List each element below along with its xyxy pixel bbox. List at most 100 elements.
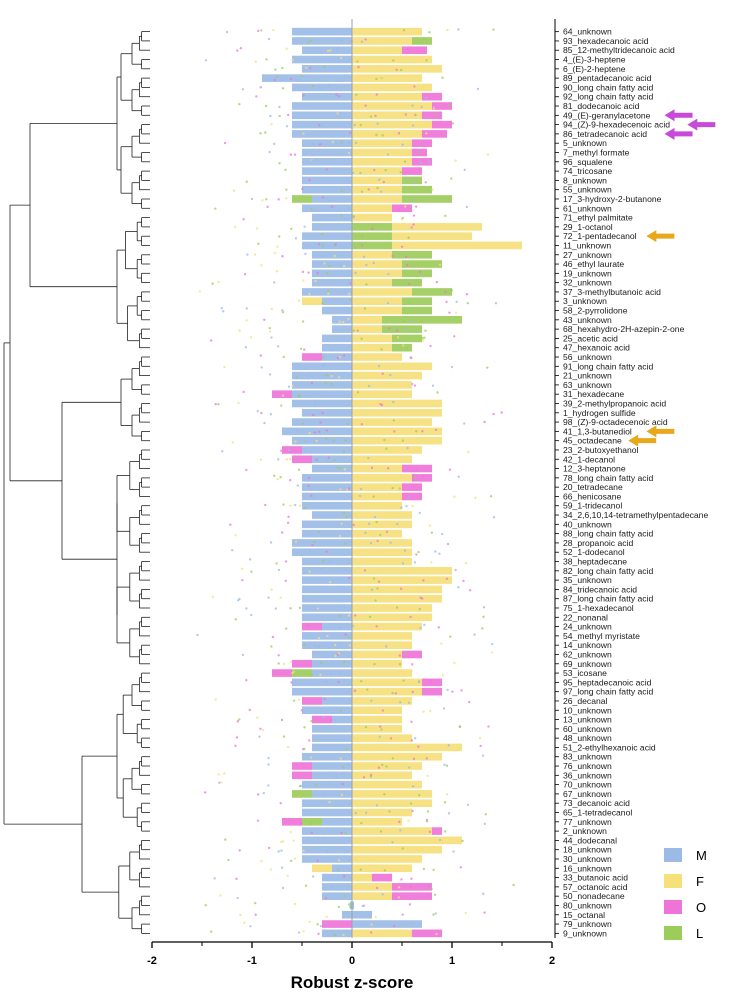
data-point (388, 757, 391, 761)
data-point (375, 625, 378, 628)
data-point (391, 691, 394, 695)
data-point (354, 271, 357, 275)
data-point (379, 77, 383, 80)
data-point (401, 673, 405, 676)
data-point (290, 392, 294, 396)
data-point (267, 784, 270, 787)
data-point (397, 886, 401, 889)
data-point (315, 458, 318, 461)
data-point (404, 651, 408, 655)
data-point (234, 534, 237, 537)
data-point (317, 636, 321, 640)
data-point (279, 596, 282, 599)
data-point (204, 791, 207, 794)
data-point (405, 264, 409, 267)
row-label: 3_unknown (563, 296, 607, 306)
row-label: 44_dodecanal (563, 835, 617, 845)
bar-segment-f (352, 743, 462, 752)
bar-segment-f (352, 446, 422, 454)
data-point (322, 559, 325, 563)
data-point (328, 199, 331, 202)
data-point (331, 140, 334, 144)
bar-segment-f (352, 306, 402, 315)
data-point (315, 159, 318, 162)
data-point (278, 105, 281, 109)
data-point (372, 577, 376, 580)
data-point (404, 113, 408, 116)
data-point (362, 634, 365, 638)
row-label: 71_ethyl palmitate (563, 213, 633, 223)
data-point (486, 366, 489, 369)
bar-segment-m (302, 46, 352, 55)
data-point (443, 801, 447, 804)
data-point (323, 697, 326, 701)
data-point (395, 606, 399, 609)
bar-segment-m (302, 167, 352, 175)
data-point (449, 635, 452, 638)
data-point (373, 168, 376, 172)
data-point (303, 726, 306, 729)
data-point (342, 450, 346, 453)
data-point (318, 123, 321, 127)
bar-segment-f (352, 399, 442, 408)
bar-segment-f (352, 343, 392, 352)
data-point (320, 661, 323, 665)
data-point (363, 569, 367, 572)
data-point (300, 709, 304, 712)
data-point (468, 589, 472, 592)
bar-segment-f (352, 74, 422, 82)
row-label: 53_icosane (563, 668, 607, 678)
data-point (420, 588, 424, 592)
data-point (404, 205, 407, 208)
bar-segment-m (292, 381, 352, 389)
data-point (332, 439, 335, 442)
data-point (327, 84, 331, 87)
bar-segment-f (352, 641, 412, 649)
bar-segment-f (352, 297, 402, 306)
bar-segment-f (312, 864, 332, 873)
data-point (408, 300, 411, 303)
bar-segment-f (352, 83, 432, 92)
data-point (282, 735, 286, 738)
data-point (410, 319, 414, 322)
data-point (391, 841, 394, 844)
row-label: 9_unknown (563, 928, 607, 938)
legend-label-f: F (696, 874, 704, 889)
data-point (296, 429, 299, 432)
data-point (261, 199, 264, 202)
data-point (415, 87, 418, 91)
data-point (381, 763, 384, 767)
bar-segment-m (312, 734, 352, 742)
data-point (255, 95, 258, 98)
data-point (446, 688, 449, 692)
data-point (365, 263, 368, 267)
row-label: 29_1-octanol (563, 222, 613, 232)
data-point (349, 298, 352, 301)
row-label: 56_unknown (563, 352, 612, 362)
data-point (284, 627, 288, 630)
bar-segment-f (352, 139, 412, 148)
bar-segment-l (392, 334, 422, 343)
data-point (223, 772, 226, 775)
data-point (369, 875, 373, 878)
data-point (376, 587, 379, 590)
data-point (327, 289, 330, 292)
data-point (278, 235, 281, 238)
bar-segment-f (352, 873, 372, 882)
bar-segment-m (352, 920, 422, 928)
data-point (273, 281, 276, 284)
data-point (489, 495, 493, 498)
data-point (332, 933, 335, 936)
data-point (318, 430, 321, 434)
row-label: 34_2,6,10,14-tetramethylpentadecane (563, 510, 708, 520)
data-point (302, 849, 305, 852)
data-point (245, 607, 248, 610)
data-point (481, 754, 485, 757)
data-point (225, 30, 229, 34)
data-point (419, 320, 422, 323)
data-point (388, 810, 391, 813)
data-point (381, 709, 385, 712)
row-label: 96_squalene (563, 157, 612, 167)
data-point (391, 254, 394, 258)
